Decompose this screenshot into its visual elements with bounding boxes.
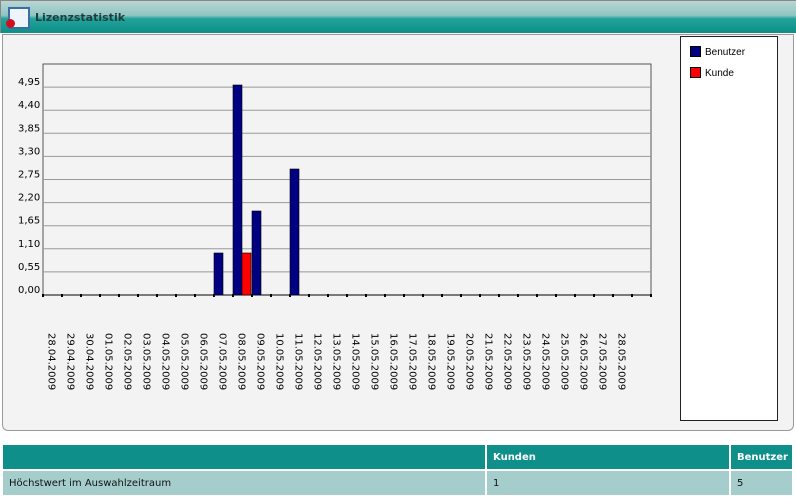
x-tick (270, 294, 272, 297)
x-tick (80, 294, 82, 297)
x-tick-label: 21.05.2009 (483, 333, 494, 390)
bar-benutzer (289, 168, 300, 296)
bar-kunde (241, 252, 252, 296)
x-tick-label: 13.05.2009 (331, 333, 342, 390)
x-tick-label: 28.05.2009 (616, 333, 627, 390)
x-tick (650, 294, 652, 297)
x-tick-label: 18.05.2009 (426, 333, 437, 390)
x-tick-label: 10.05.2009 (274, 333, 285, 390)
x-tick (479, 294, 481, 297)
y-tick-label: 1,10 (18, 239, 40, 250)
x-tick-label: 24.05.2009 (540, 333, 551, 390)
x-tick (422, 294, 424, 297)
legend-label: Kunde (705, 68, 734, 79)
x-tick (517, 294, 519, 297)
legend-swatch (690, 46, 701, 57)
x-tick (99, 294, 101, 297)
x-tick-label: 28.04.2009 (46, 333, 57, 390)
x-tick-label: 25.05.2009 (559, 333, 570, 390)
x-tick-label: 14.05.2009 (350, 333, 361, 390)
table-header-row: Kunden Benutzer (3, 445, 792, 469)
x-tick-label: 17.05.2009 (407, 333, 418, 390)
x-tick-label: 02.05.2009 (122, 333, 133, 390)
certificate-icon (6, 7, 30, 29)
legend-swatch (690, 67, 701, 78)
x-tick-label: 11.05.2009 (293, 333, 304, 390)
x-tick (194, 294, 196, 297)
x-tick (574, 294, 576, 297)
x-tick (156, 294, 158, 297)
x-tick-label: 26.05.2009 (578, 333, 589, 390)
y-tick-label: 3,30 (18, 146, 40, 157)
x-tick (593, 294, 595, 297)
x-tick (251, 294, 253, 297)
bar-benutzer (251, 210, 262, 296)
y-tick-label: 2,75 (18, 170, 40, 181)
x-tick-label: 22.05.2009 (502, 333, 513, 390)
x-tick (137, 294, 139, 297)
row-label: Höchstwert im Auswahlzeitraum (3, 471, 485, 495)
x-tick (308, 294, 310, 297)
header-kunden: Kunden (487, 445, 729, 469)
x-tick-label: 23.05.2009 (521, 333, 532, 390)
bar-benutzer (232, 84, 243, 296)
chart-legend: Benutzer Kunde (680, 36, 778, 421)
x-tick-label: 06.05.2009 (198, 333, 209, 390)
y-tick-label: 0,00 (18, 285, 40, 296)
x-tick-label: 01.05.2009 (103, 333, 114, 390)
x-tick (213, 294, 215, 297)
header-label (3, 445, 485, 469)
x-tick-label: 09.05.2009 (255, 333, 266, 390)
x-tick-label: 12.05.2009 (312, 333, 323, 390)
bar-chart: 0,00 0,55 1,10 1,65 2,20 2,75 3,30 3,85 4,40 4,95… (18, 63, 652, 390)
x-tick-label: 27.05.2009 (597, 333, 608, 390)
x-tick (460, 294, 462, 297)
x-tick-label: 07.05.2009 (217, 333, 228, 390)
x-tick (327, 294, 329, 297)
legend-label: Benutzer (705, 47, 746, 58)
x-tick (346, 294, 348, 297)
y-tick-label: 2,20 (18, 193, 40, 204)
table-row: Höchstwert im Auswahlzeitraum 1 5 (3, 471, 792, 495)
x-tick-label: 29.04.2009 (65, 333, 76, 390)
x-tick (365, 294, 367, 297)
y-tick-label: 0,55 (18, 262, 40, 273)
summary-table: Kunden Benutzer Höchstwert im Auswahlzei… (1, 443, 794, 497)
x-tick (555, 294, 557, 297)
x-tick (384, 294, 386, 297)
row-kunden: 1 (487, 471, 729, 495)
legend-item-kunde: Kunde (690, 67, 734, 79)
x-tick (498, 294, 500, 297)
x-tick (631, 294, 633, 297)
y-tick-label: 3,85 (18, 123, 40, 134)
x-tick-label: 19.05.2009 (445, 333, 456, 390)
y-tick-label: 1,65 (18, 216, 40, 227)
x-tick (232, 294, 234, 297)
x-tick-label: 08.05.2009 (236, 333, 247, 390)
x-tick (403, 294, 405, 297)
y-tick-label: 4,95 (18, 77, 40, 88)
x-tick (118, 294, 120, 297)
x-tick-label: 15.05.2009 (369, 333, 380, 390)
row-benutzer: 5 (731, 471, 792, 495)
header-benutzer: Benutzer (731, 445, 792, 469)
y-tick-label: 4,40 (18, 100, 40, 111)
x-tick-label: 16.05.2009 (388, 333, 399, 390)
x-tick (536, 294, 538, 297)
x-tick (61, 294, 63, 297)
x-tick (289, 294, 291, 297)
x-tick-label: 04.05.2009 (160, 333, 171, 390)
x-tick-label: 03.05.2009 (141, 333, 152, 390)
title-bar: Lizenzstatistik (0, 0, 796, 33)
x-tick-label: 30.04.2009 (84, 333, 95, 390)
window-title: Lizenzstatistik (35, 11, 126, 24)
x-tick (441, 294, 443, 297)
legend-item-benutzer: Benutzer (690, 46, 745, 58)
x-tick (612, 294, 614, 297)
x-tick (175, 294, 177, 297)
x-tick-label: 05.05.2009 (179, 333, 190, 390)
x-tick-label: 20.05.2009 (464, 333, 475, 390)
bar-benutzer (213, 252, 224, 296)
x-tick (42, 294, 44, 297)
